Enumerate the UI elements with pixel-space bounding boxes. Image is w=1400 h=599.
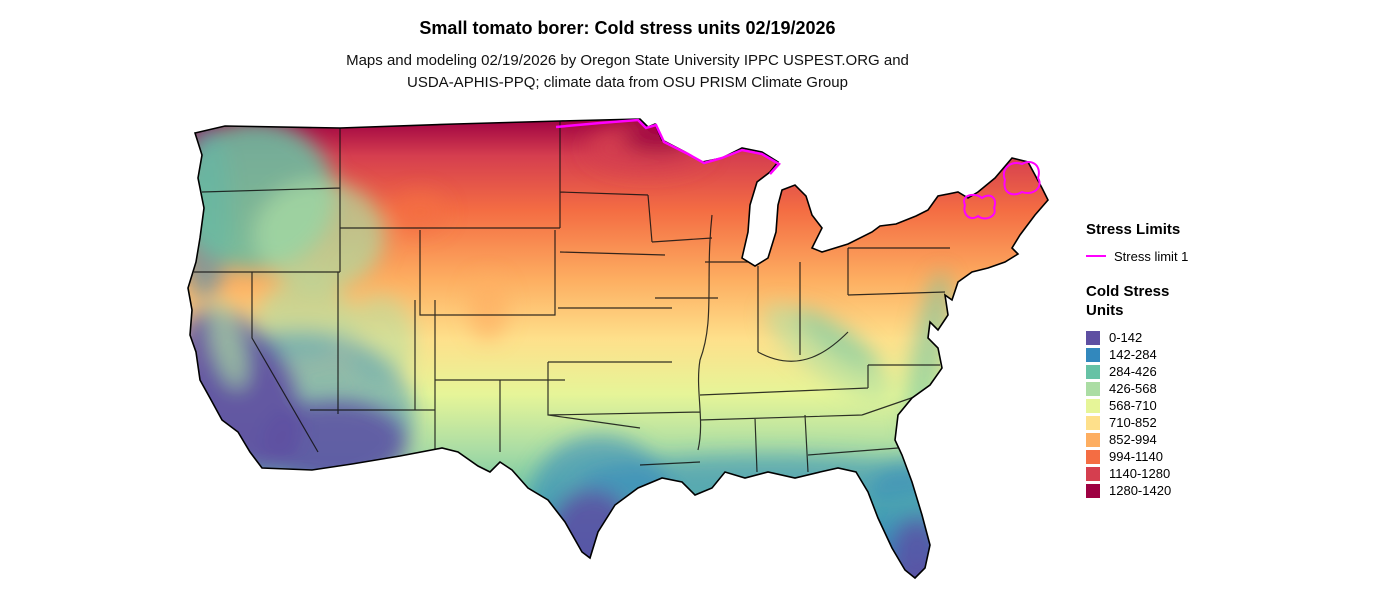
legend-swatch — [1086, 415, 1100, 430]
legend-panel: Stress Limits Stress limit 1 Cold Stress… — [1086, 221, 1236, 499]
stress-limit-line — [555, 118, 1041, 220]
legend-item-label: 710-852 — [1109, 415, 1157, 430]
legend-swatch — [1086, 398, 1100, 413]
cold-stress-title: Cold Stress Units — [1086, 283, 1170, 319]
legend-item-label: 0-142 — [1109, 330, 1143, 345]
legend-swatch — [1086, 381, 1100, 396]
cold-stress-legend-items: 0-142 142-284 284-426 426-568 568-710 710-852… — [1086, 329, 1236, 499]
legend-item: 994-1140 — [1086, 448, 1236, 465]
stress-limit-item: Stress limit 1 — [1086, 246, 1236, 266]
legend-item-label: 142-284 — [1109, 347, 1157, 362]
legend-swatch — [1086, 347, 1100, 362]
page-title: Small tomato borer: Cold stress units 02… — [419, 18, 836, 38]
legend-item: 1280-1420 — [1086, 482, 1236, 499]
legend-swatch — [1086, 364, 1100, 379]
page-subtitle: Maps and modeling 02/19/2026 by Oregon S… — [0, 50, 1255, 94]
legend-item: 284-426 — [1086, 363, 1236, 380]
stress-limit-label: Stress limit 1 — [1114, 248, 1189, 264]
legend-item: 0-142 — [1086, 329, 1236, 346]
legend-item: 142-284 — [1086, 346, 1236, 363]
legend-swatch — [1086, 466, 1100, 481]
legend-item: 1140-1280 — [1086, 465, 1236, 482]
legend-swatch — [1086, 330, 1100, 345]
subtitle-line-2: USDA-APHIS-PPQ; climate data from OSU PR… — [407, 74, 848, 91]
legend-item: 426-568 — [1086, 380, 1236, 397]
legend-item: 852-994 — [1086, 431, 1236, 448]
legend-item-label: 426-568 — [1109, 381, 1157, 396]
legend-item-label: 568-710 — [1109, 398, 1157, 413]
legend-item-label: 1280-1420 — [1109, 483, 1172, 498]
legend-swatch — [1086, 449, 1100, 464]
state-borders — [194, 121, 950, 473]
legend-item: 568-710 — [1086, 397, 1236, 414]
stress-limit-swatch — [1086, 255, 1106, 257]
legend-swatch — [1086, 483, 1100, 498]
subtitle-line-1: Maps and modeling 02/19/2026 by Oregon S… — [346, 52, 909, 69]
legend-item-label: 284-426 — [1109, 364, 1157, 379]
legend-item: 710-852 — [1086, 414, 1236, 431]
map-header: Small tomato borer: Cold stress units 02… — [0, 18, 1255, 94]
stress-limits-title: Stress Limits — [1086, 221, 1181, 238]
legend-item-label: 1140-1280 — [1109, 466, 1171, 481]
legend-swatch — [1086, 432, 1100, 447]
legend-item-label: 852-994 — [1109, 432, 1157, 447]
legend-item-label: 994-1140 — [1109, 449, 1163, 464]
